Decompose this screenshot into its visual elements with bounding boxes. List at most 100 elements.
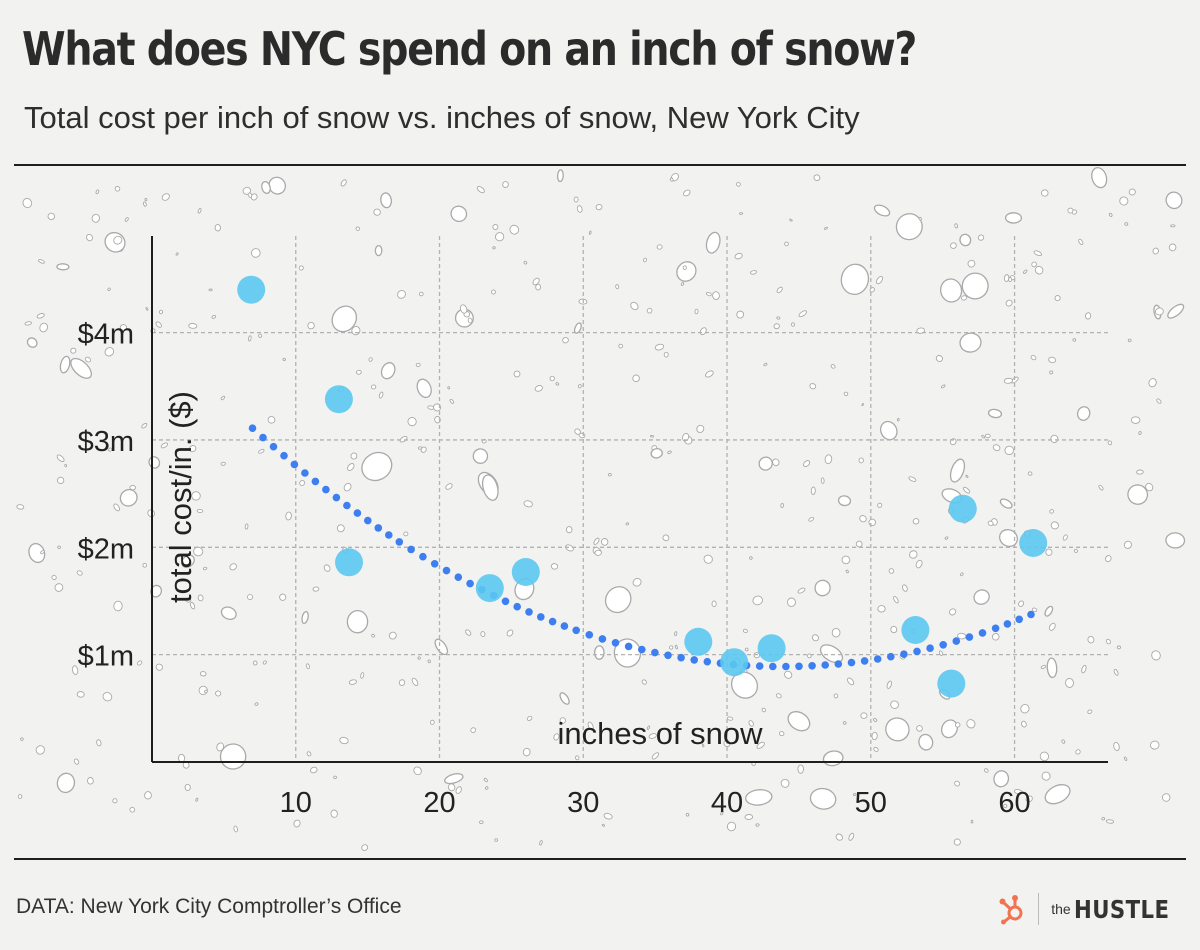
snow-speckle (1045, 548, 1053, 556)
y-tick-label: $2m (78, 533, 134, 565)
trend-dot (926, 644, 934, 652)
snow-speckle (780, 778, 790, 788)
snow-speckle (797, 587, 806, 594)
trend-dot (280, 451, 288, 460)
snow-speckle (915, 559, 923, 569)
snow-speckle (965, 474, 969, 478)
x-tick-label: 40 (711, 787, 743, 819)
trend-dot (248, 424, 257, 433)
snow-speckle (16, 504, 25, 510)
snow-texture-background (16, 166, 1186, 851)
snow-speckle (573, 196, 579, 203)
snow-speckle (1044, 784, 1071, 805)
snow-speckle (726, 716, 734, 721)
snow-speckle (871, 731, 878, 741)
snow-speckle (790, 322, 796, 327)
snow-speckle (711, 600, 717, 608)
snow-speckle (703, 554, 713, 564)
snow-speckle (916, 725, 923, 732)
snow-speckle (506, 629, 514, 637)
snow-speckle (748, 720, 754, 727)
snow-speckle (752, 595, 763, 606)
snow-speckle (70, 347, 77, 354)
snow-speckle (877, 502, 883, 508)
snow-speckle (565, 544, 574, 552)
snow-speckle (483, 777, 488, 783)
snow-speckle (254, 702, 259, 706)
trend-dot (269, 442, 278, 451)
snow-speckle (124, 217, 129, 222)
snow-speckle (378, 391, 384, 399)
snow-speckle (494, 232, 505, 242)
snow-speckle (705, 291, 712, 297)
trend-dot (537, 613, 545, 621)
snow-speckle (643, 257, 647, 263)
trend-dot (598, 635, 607, 643)
snow-speckle (1123, 540, 1132, 549)
snow-speckle (967, 259, 976, 268)
snow-speckle (1003, 274, 1010, 283)
trend-dot (690, 656, 698, 664)
trend-dot (353, 509, 362, 517)
snow-speckle (1087, 709, 1093, 714)
snow-speckle (1031, 261, 1037, 268)
snow-speckle (416, 378, 432, 399)
snow-speckle (632, 374, 640, 383)
snow-speckle (813, 174, 821, 182)
snow-speckle (648, 733, 657, 739)
snow-speckle (784, 670, 793, 679)
trend-dot (782, 662, 790, 671)
snow-speckle (559, 692, 570, 705)
snow-speckle (26, 337, 38, 348)
snow-speckle (830, 364, 836, 369)
snow-speckle (938, 650, 944, 656)
snow-speckle (1030, 355, 1037, 361)
snow-speckle (1004, 445, 1014, 456)
x-axis-label: inches of snow (557, 716, 763, 751)
snow-speckle (1044, 605, 1054, 617)
y-tick-label: $4m (78, 319, 134, 351)
snow-speckle (1027, 471, 1033, 476)
snow-speckle (417, 446, 423, 450)
snow-speckle (502, 181, 509, 189)
snow-speckle (355, 226, 361, 231)
snow-speckle (773, 323, 780, 330)
snow-speckle (261, 180, 271, 195)
snow-speckle (340, 179, 347, 187)
snow-speckle (784, 241, 789, 247)
snow-speckle (787, 597, 796, 607)
snow-speckle (1154, 307, 1164, 316)
snow-speckle (749, 556, 753, 560)
snow-speckle (908, 476, 917, 482)
snow-speckle (798, 310, 808, 318)
snow-speckle (108, 447, 113, 452)
snow-speckle (654, 343, 665, 351)
snow-speckle (651, 752, 660, 760)
snow-speckle (1098, 484, 1104, 491)
snow-speckle (1152, 247, 1159, 255)
snow-speckle (669, 177, 674, 182)
snow-speckle (736, 181, 741, 187)
snow-speckle (427, 659, 431, 664)
snow-speckle (250, 193, 258, 201)
data-points (237, 275, 1048, 698)
snow-speckle (84, 356, 92, 363)
snow-speckle (279, 593, 287, 601)
snow-speckle (467, 317, 473, 324)
snow-speckle (59, 355, 71, 374)
snow-speckle (465, 629, 472, 636)
trend-dot (301, 469, 309, 477)
trend-dot (322, 485, 330, 494)
y-tick-label: $3m (78, 426, 134, 458)
snow-speckle (252, 660, 258, 666)
snow-speckle (576, 205, 583, 213)
snow-speckle (993, 770, 1010, 788)
snow-speckle (575, 755, 580, 761)
snow-speckle (113, 503, 121, 512)
snow-speckle (820, 477, 825, 484)
snow-speckle (615, 284, 620, 290)
snow-speckle (712, 291, 720, 300)
snow-speckle (944, 536, 949, 540)
snow-speckle (87, 777, 94, 785)
snow-speckle (970, 819, 974, 824)
